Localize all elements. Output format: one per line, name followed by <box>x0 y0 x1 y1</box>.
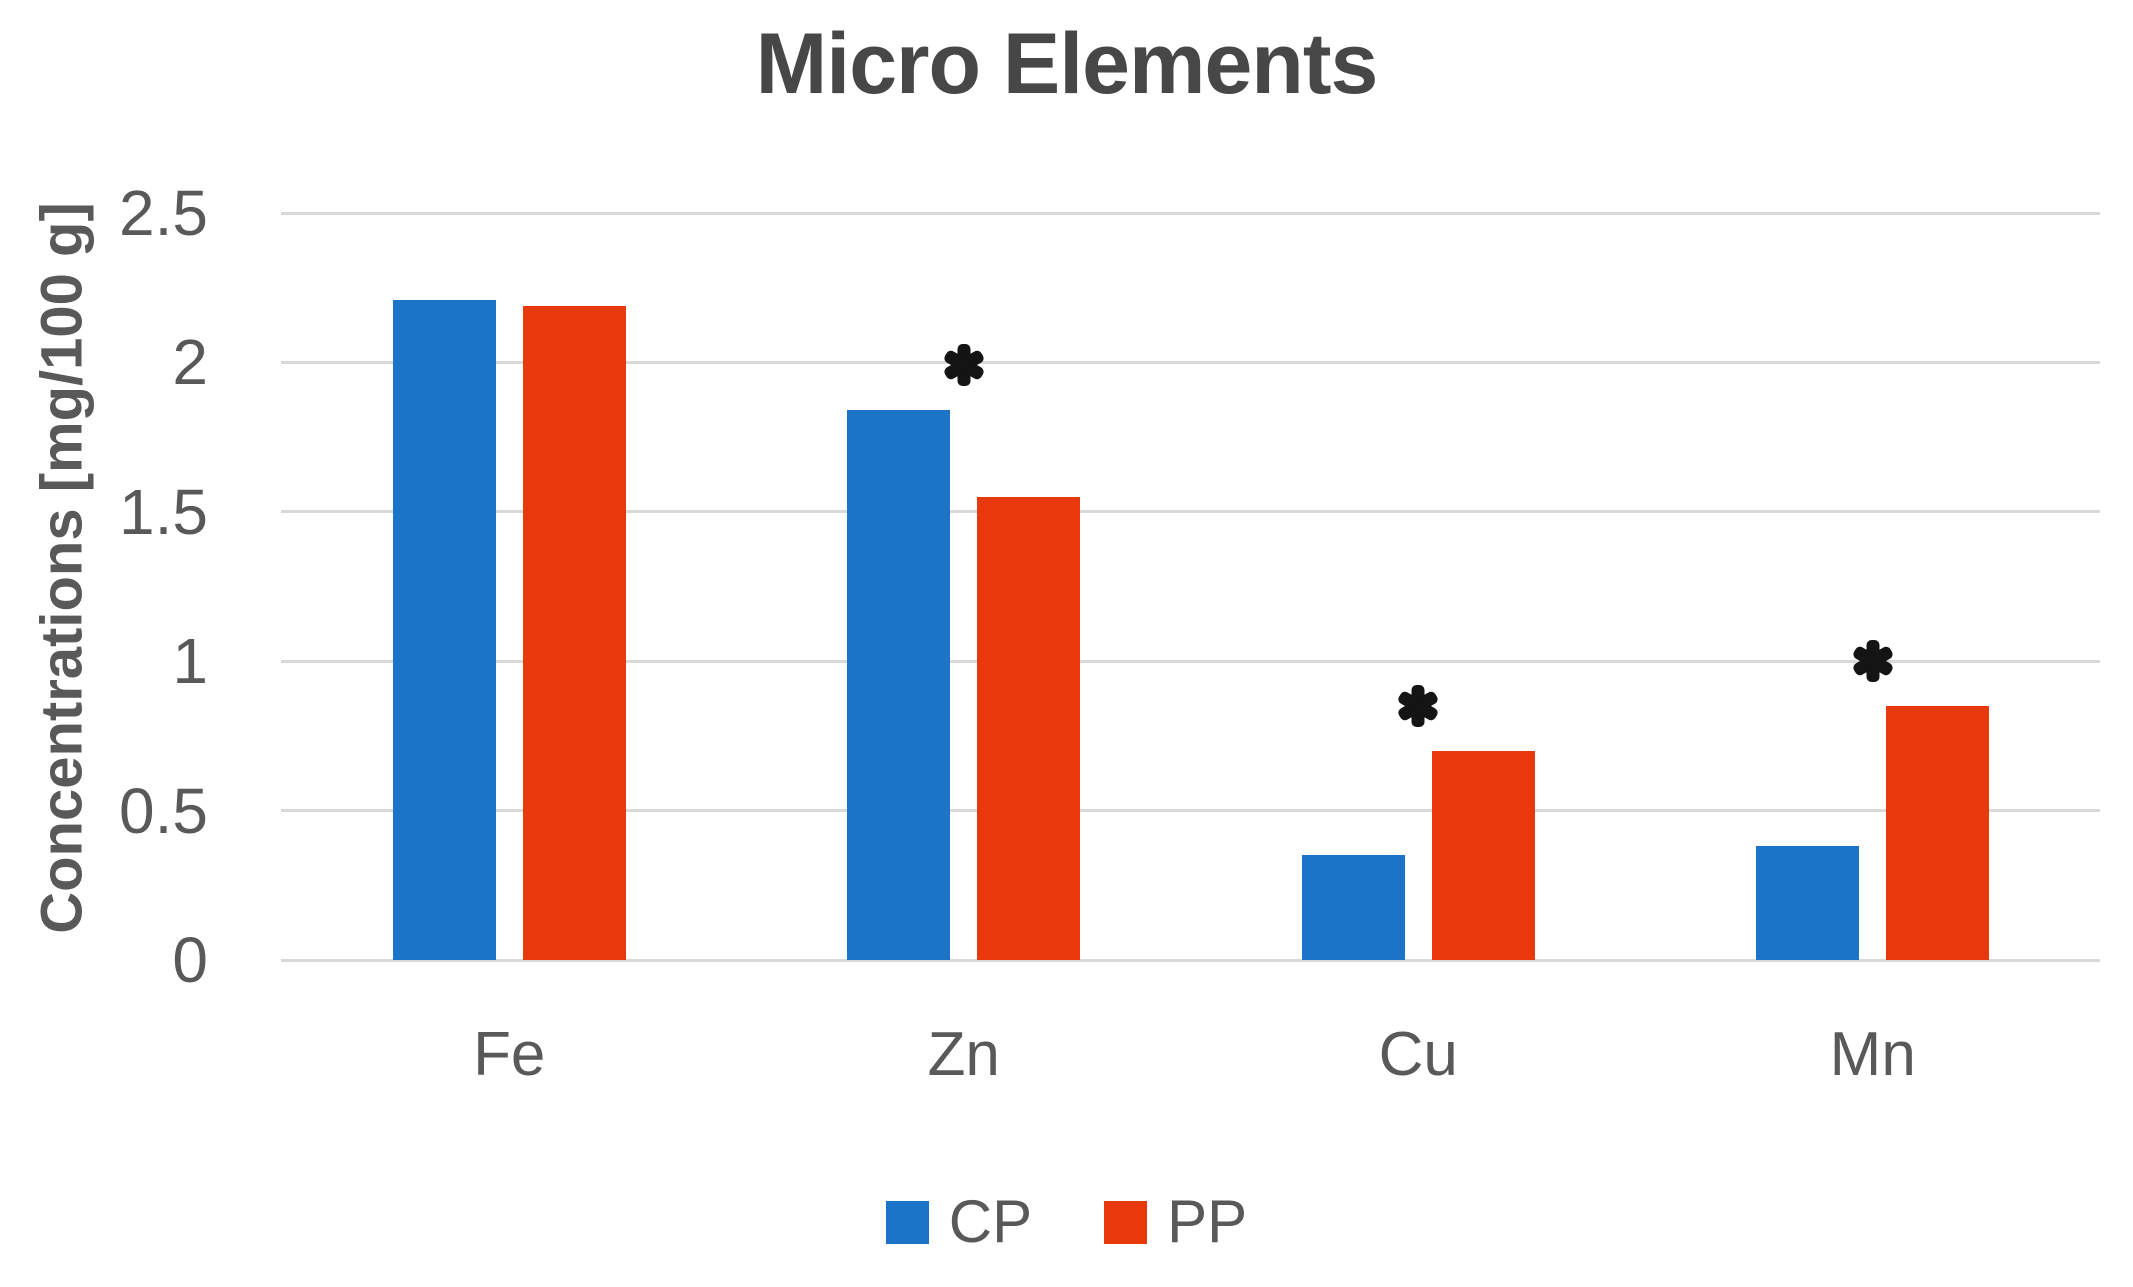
bar-pp-mn <box>1886 706 1990 960</box>
legend-swatch-pp <box>1104 1200 1148 1244</box>
bar-cp-cu <box>1301 855 1405 960</box>
y-tick-label: 2.5 <box>119 177 208 249</box>
legend-item-cp: CP <box>885 1188 1033 1255</box>
gridline <box>281 360 2100 364</box>
gridline <box>281 211 2100 215</box>
x-category-label-fe: Fe <box>473 1020 546 1089</box>
bar-pp-fe <box>522 305 626 960</box>
y-tick-label: 2 <box>172 326 208 399</box>
x-category-label-mn: Mn <box>1829 1020 1916 1089</box>
gridline <box>281 809 2100 813</box>
significance-asterisk-zn <box>940 341 988 394</box>
x-category-label-cu: Cu <box>1378 1020 1458 1089</box>
asterisk-icon <box>1398 684 1438 727</box>
gridline <box>281 659 2100 663</box>
y-tick-label: 0.5 <box>119 774 208 847</box>
y-tick-label: 0 <box>172 924 208 996</box>
significance-asterisk-mn <box>1849 637 1897 690</box>
legend-item-pp: PP <box>1104 1190 1247 1254</box>
significance-asterisk-cu <box>1394 682 1442 735</box>
bar-cp-zn <box>847 410 951 960</box>
gridline <box>281 958 2100 962</box>
legend: CP PP <box>0 1190 2133 1254</box>
x-category-label-zn: Zn <box>927 1020 1000 1089</box>
y-tick-label: 1.5 <box>119 475 208 548</box>
bar-cp-mn <box>1756 846 1860 960</box>
legend-label-cp: CP <box>948 1188 1033 1255</box>
bar-cp-fe <box>392 299 496 960</box>
bar-pp-zn <box>977 496 1081 960</box>
asterisk-icon <box>944 344 984 387</box>
legend-label-pp: PP <box>1167 1188 1248 1255</box>
legend-swatch-cp <box>885 1200 929 1244</box>
asterisk-icon <box>1853 640 1893 683</box>
gridline <box>281 510 2100 514</box>
chart-title: Micro Elements <box>755 16 1379 112</box>
y-tick-label: 1 <box>172 625 208 698</box>
bar-pp-cu <box>1431 750 1535 960</box>
